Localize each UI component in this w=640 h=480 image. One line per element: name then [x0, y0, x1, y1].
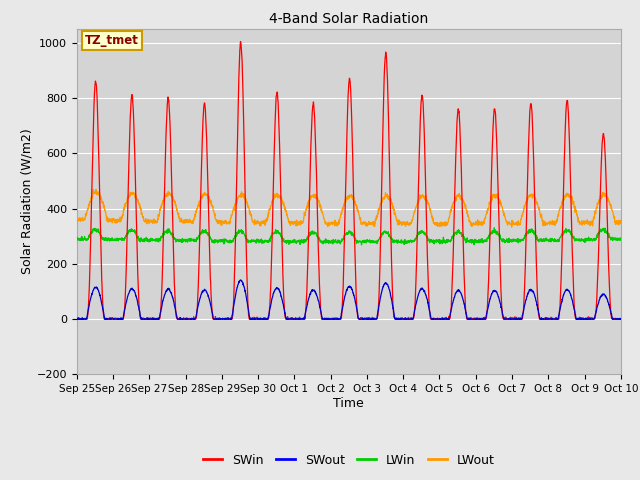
Title: 4-Band Solar Radiation: 4-Band Solar Radiation	[269, 12, 428, 26]
Text: TZ_tmet: TZ_tmet	[85, 35, 139, 48]
Y-axis label: Solar Radiation (W/m2): Solar Radiation (W/m2)	[20, 129, 34, 275]
Legend: SWin, SWout, LWin, LWout: SWin, SWout, LWin, LWout	[198, 449, 499, 472]
X-axis label: Time: Time	[333, 397, 364, 410]
